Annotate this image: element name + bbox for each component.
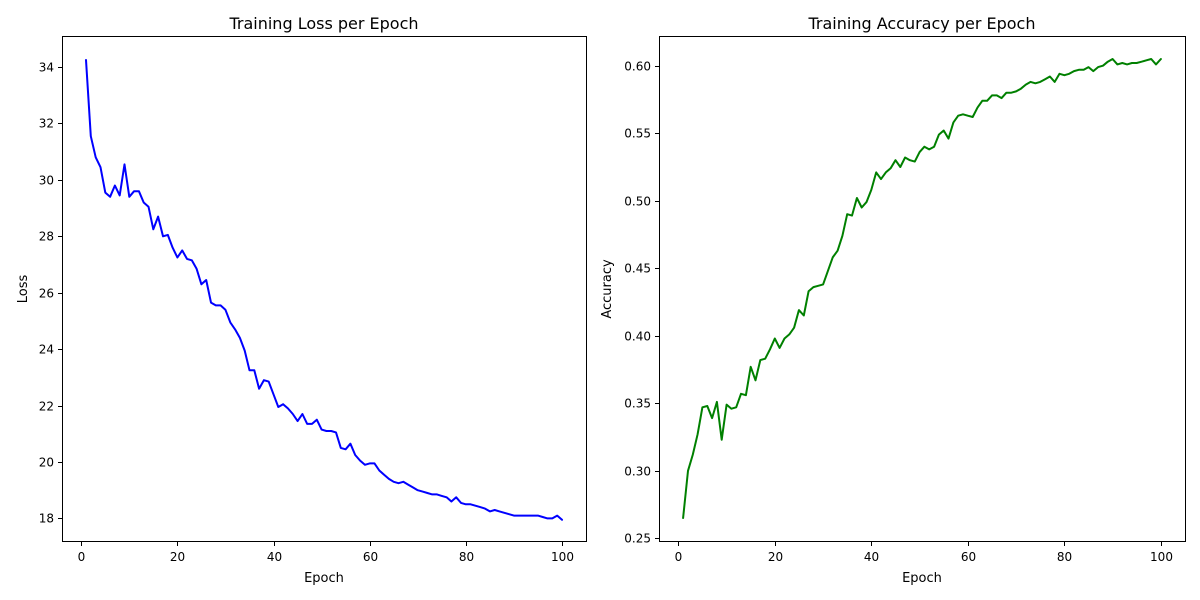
loss-y-tick-label: 28: [39, 230, 54, 244]
accuracy-chart-panel: Training Accuracy per Epoch 0 20 40 60 80 100…: [600, 14, 1186, 586]
accuracy-plot-area: [682, 58, 1162, 519]
accuracy-x-ticks: 0 20 40 60 80 100: [675, 541, 1173, 564]
accuracy-x-tick-label: 100: [1150, 550, 1173, 564]
loss-x-tick-label: 20: [170, 550, 185, 564]
loss-y-tick-label: 20: [39, 456, 54, 470]
loss-x-axis-label: Epoch: [304, 571, 344, 586]
loss-y-tick-label: 34: [39, 61, 54, 75]
loss-x-tick-label: 60: [363, 550, 378, 564]
accuracy-y-tick-label: 0.30: [624, 465, 651, 479]
loss-x-tick-label: 40: [267, 550, 282, 564]
accuracy-y-ticks: 0.25 0.30 0.35 0.40 0.45 0.50 0.55 0.60: [624, 60, 660, 546]
loss-y-tick-label: 18: [39, 512, 54, 526]
loss-plot-area: [85, 59, 563, 521]
accuracy-x-tick-label: 80: [1057, 550, 1072, 564]
accuracy-x-tick-label: 20: [768, 550, 783, 564]
accuracy-line: [682, 58, 1162, 519]
loss-chart-title: Training Loss per Epoch: [228, 14, 418, 33]
loss-y-ticks: 18 20 22 24 26 28 30 32 34: [39, 61, 63, 526]
accuracy-x-tick-label: 0: [675, 550, 683, 564]
loss-x-tick-label: 80: [459, 550, 474, 564]
loss-chart-panel: Training Loss per Epoch 0 20 40 60 80 100 18 2…: [16, 14, 587, 586]
accuracy-x-tick-label: 40: [864, 550, 879, 564]
accuracy-y-tick-label: 0.35: [624, 397, 651, 411]
accuracy-y-tick-label: 0.60: [624, 60, 651, 74]
loss-x-tick-label: 100: [551, 550, 574, 564]
loss-x-tick-label: 0: [78, 550, 86, 564]
loss-y-axis-label: Loss: [16, 275, 31, 304]
accuracy-y-tick-label: 0.40: [624, 330, 651, 344]
loss-x-ticks: 0 20 40 60 80 100: [78, 541, 574, 564]
accuracy-y-tick-label: 0.55: [624, 127, 651, 141]
loss-y-tick-label: 24: [39, 343, 54, 357]
loss-axes-frame: [62, 36, 587, 542]
loss-line: [85, 59, 563, 521]
accuracy-y-axis-label: Accuracy: [600, 259, 615, 319]
accuracy-y-tick-label: 0.25: [624, 532, 651, 546]
accuracy-x-tick-label: 60: [961, 550, 976, 564]
loss-y-tick-label: 26: [39, 287, 54, 301]
accuracy-chart-title: Training Accuracy per Epoch: [807, 14, 1035, 33]
loss-y-tick-label: 30: [39, 174, 54, 188]
accuracy-y-tick-label: 0.45: [624, 262, 651, 276]
loss-y-tick-label: 22: [39, 400, 54, 414]
accuracy-axes-frame: [659, 36, 1186, 542]
accuracy-x-axis-label: Epoch: [902, 571, 942, 586]
accuracy-y-tick-label: 0.50: [624, 195, 651, 209]
loss-y-tick-label: 32: [39, 117, 54, 131]
